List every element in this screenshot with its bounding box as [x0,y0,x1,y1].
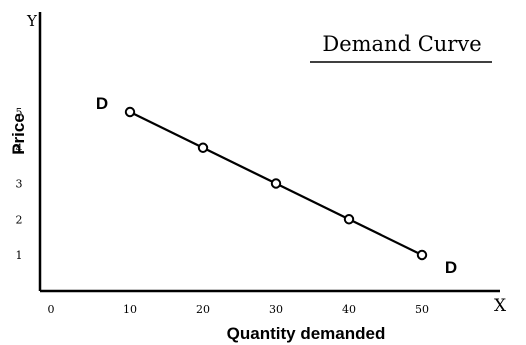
x-tick-label: 20 [196,303,210,316]
y-axis-title: Price [9,113,28,155]
x-tick-label: 10 [123,303,137,316]
curve-label-end: D [445,258,457,277]
y-tick-label: 1 [16,249,23,262]
chart-title: Demand Curve [322,32,481,56]
x-axis-title: Quantity demanded [227,324,386,343]
data-point [197,142,209,153]
data-point [270,178,282,189]
y-tick-label: 3 [16,178,23,191]
x-tick-label: 0 [48,303,55,316]
x-tick-label: 50 [415,303,429,316]
y-tick-label: 5 [16,106,23,119]
data-point [416,249,428,261]
x-tick-label: 40 [342,303,356,316]
y-axis-letter: Y [26,12,38,30]
tick-labels: 0 10 20 30 40 50 1 2 3 4 5 [16,106,430,316]
data-point [124,106,136,118]
demand-series [124,106,428,261]
x-tick-label: 30 [269,303,283,316]
y-tick-label: 2 [16,213,23,226]
data-point [343,214,355,225]
curve-label-start: D [96,94,108,113]
x-axis-letter: X [494,296,507,316]
y-tick-label: 4 [16,142,23,155]
